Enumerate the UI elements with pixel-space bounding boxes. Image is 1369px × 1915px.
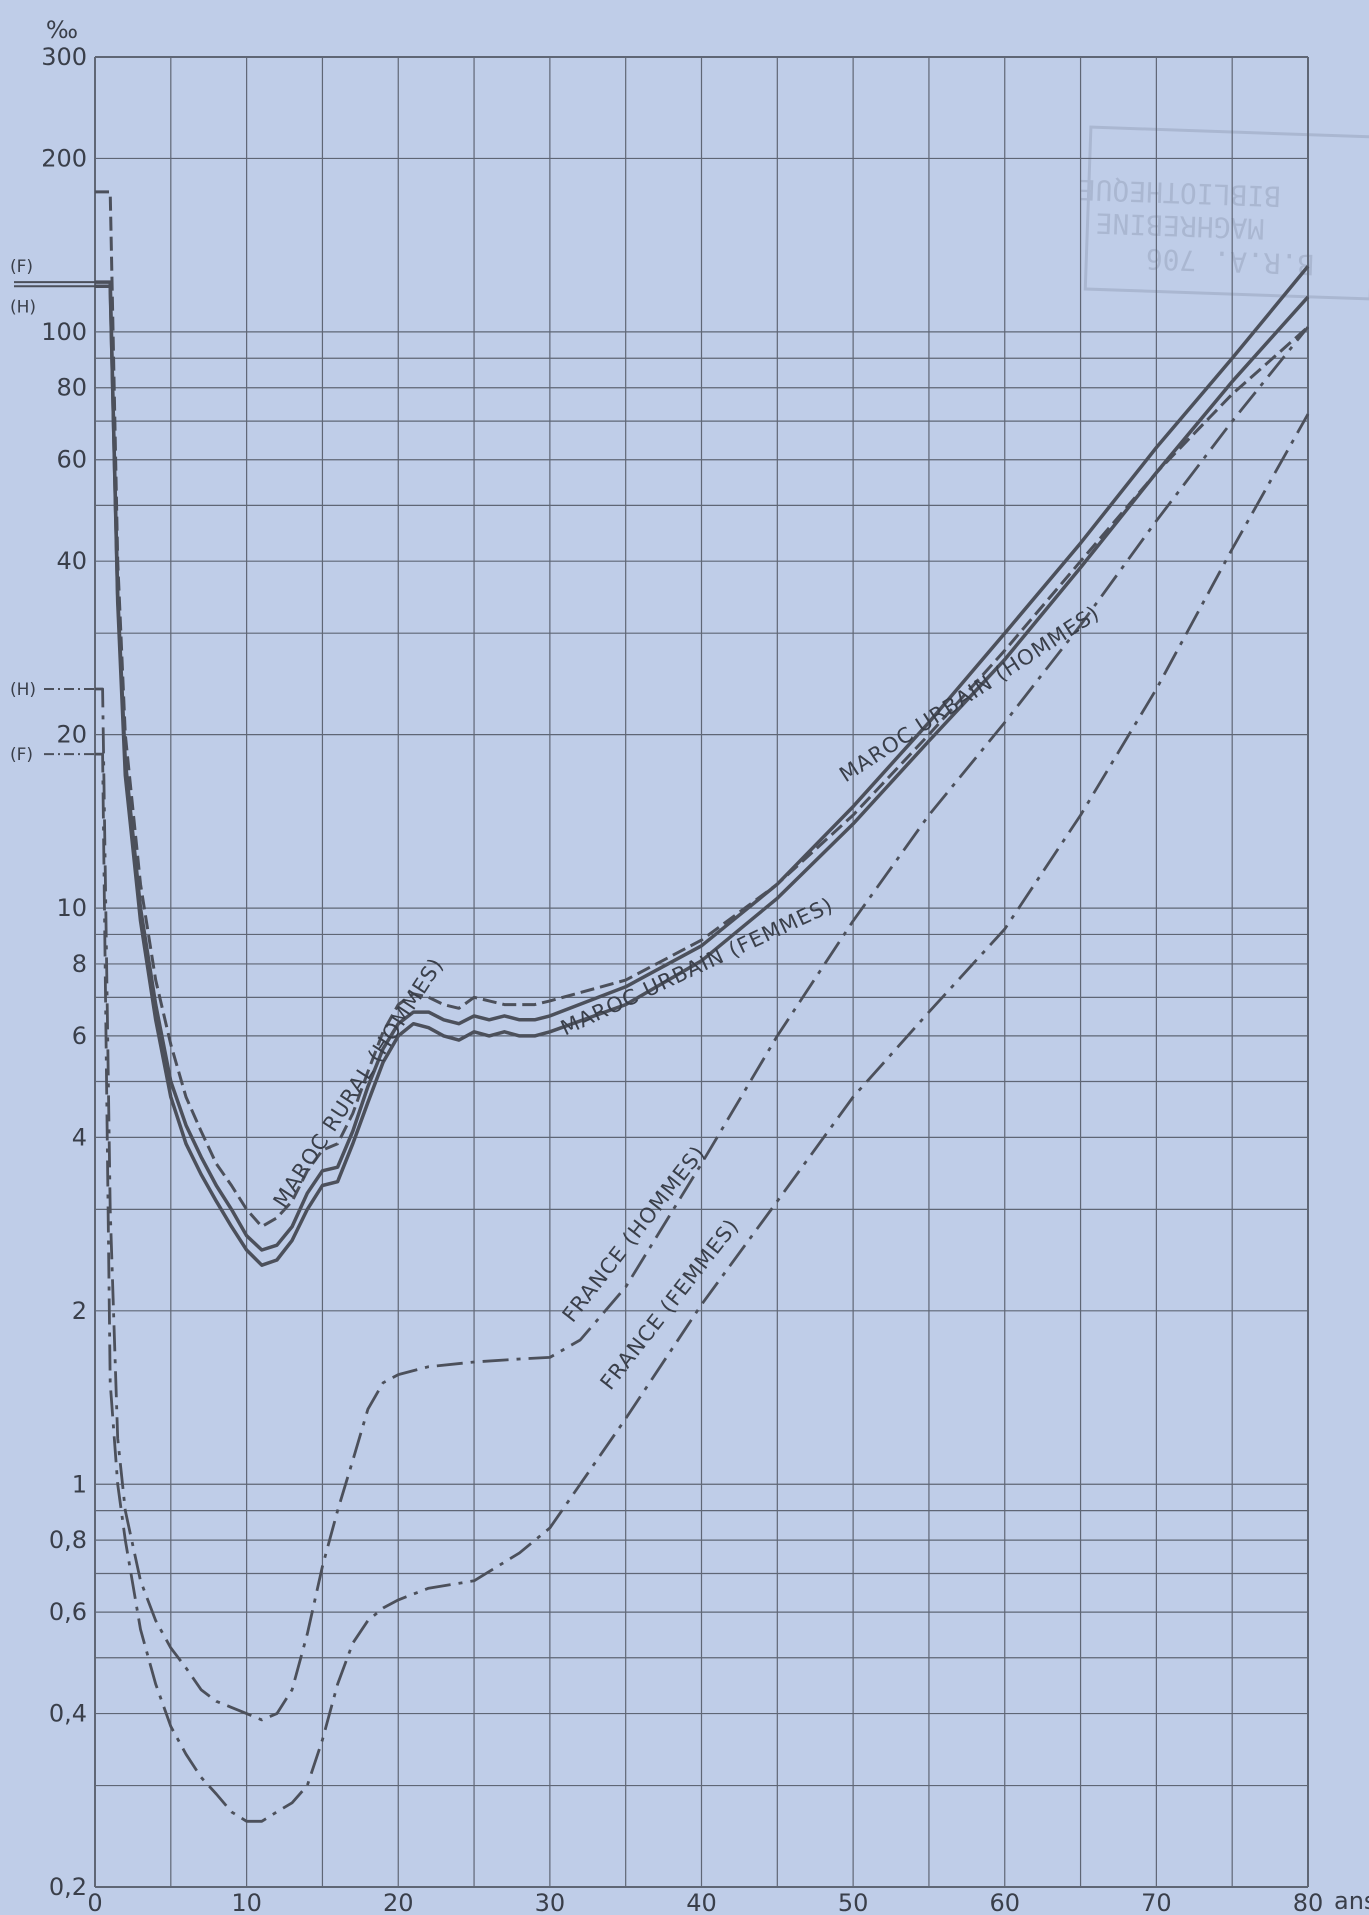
x-tick-label: 20: [383, 1889, 414, 1915]
y-tick-label: 60: [56, 446, 87, 474]
y-tick-label: 10: [56, 894, 87, 922]
y-tick-label: 8: [72, 950, 87, 978]
y-tick-label: 0,8: [49, 1526, 87, 1554]
y-tick-label: 0,4: [49, 1700, 87, 1728]
y-tick-label: 300: [41, 43, 87, 71]
grid: [94, 56, 1309, 1888]
series-line-1: [95, 265, 1310, 1252]
infant-rate-label: (H): [10, 680, 36, 700]
stamp-line-3: B.R.A. 706: [1145, 242, 1315, 281]
infant-rate-label: (F): [10, 257, 33, 277]
stamp-line-2: MAGHREBINE: [1095, 206, 1265, 245]
y-tick-label: 4: [72, 1123, 87, 1151]
y-tick-label: 6: [72, 1022, 87, 1050]
y-tick-label: 0,6: [49, 1598, 87, 1626]
y-tick-label: 80: [56, 374, 87, 402]
x-tick-label: 60: [989, 1889, 1020, 1915]
x-tick-label: 70: [1141, 1889, 1172, 1915]
series-line-3: [95, 326, 1310, 1722]
y-tick-label: 100: [41, 318, 87, 346]
series-lines: [95, 190, 1310, 1823]
infant-rate-marks: (F) (H) (H) (F): [10, 257, 95, 765]
curve-label: MAROC URBAIN (HOMMES): [835, 601, 1104, 787]
y-tick-label: 200: [41, 144, 87, 172]
series-line-4: [95, 413, 1310, 1823]
y-tick-label: 0,2: [49, 1873, 87, 1901]
y-tick-label: 40: [56, 547, 87, 575]
x-tick-label: 50: [838, 1889, 869, 1915]
x-unit-label: ans: [1334, 1887, 1369, 1915]
curve-label: MAROC RURAL (HOMMES): [269, 953, 449, 1212]
y-tick-label: 20: [56, 721, 87, 749]
x-tick-label: 40: [686, 1889, 717, 1915]
series-line-2: [95, 280, 1310, 1267]
infant-rate-label: (H): [10, 297, 36, 317]
y-unit-label: ‰: [46, 16, 78, 44]
y-tick-label: 2: [72, 1297, 87, 1325]
x-axis-labels: 0 10 20 30 40 50 60 70 80: [87, 1889, 1323, 1915]
y-axis-labels: 0,2 0,4 0,6 0,8 1 2 4 6 8 10 20 40 60 80 100 200 300: [41, 43, 87, 1901]
library-stamp: BIBLIOTHEQUE MAGHREBINE B.R.A. 706: [1078, 125, 1369, 301]
curve-label: MAROC URBAIN (FEMMES): [557, 893, 837, 1041]
y-tick-label: 1: [72, 1470, 87, 1498]
infant-rate-label: (F): [10, 745, 33, 765]
x-tick-label: 0: [87, 1889, 102, 1915]
x-tick-label: 30: [535, 1889, 566, 1915]
stamp-line-1: BIBLIOTHEQUE: [1078, 173, 1281, 213]
x-tick-label: 80: [1293, 1889, 1324, 1915]
x-tick-label: 10: [231, 1889, 262, 1915]
